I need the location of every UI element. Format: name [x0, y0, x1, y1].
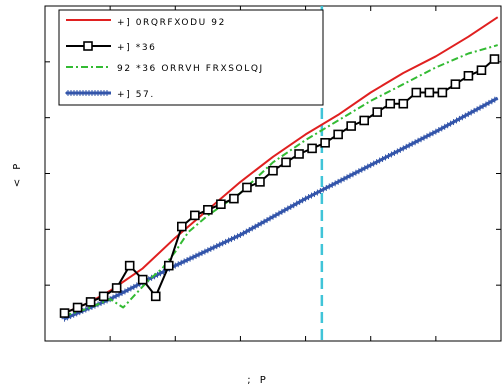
series-2-point — [463, 70, 474, 81]
series-layer — [59, 16, 500, 322]
series-4-point — [225, 237, 232, 244]
series-4-point — [491, 96, 498, 103]
series-2-line — [64, 58, 496, 315]
series-2-point — [385, 98, 396, 109]
series-2-point — [177, 221, 187, 232]
series-4-point — [207, 245, 214, 252]
series-4-point — [181, 258, 188, 265]
series-2-point — [346, 121, 356, 131]
series-4-point — [193, 252, 200, 259]
series-4-point — [228, 236, 235, 243]
legend-label-series-2: +] *36 — [117, 43, 156, 53]
series-2 — [59, 54, 500, 318]
legend-label-series-1: +] 0RQRFXODU 92 — [117, 18, 226, 28]
series-2-point — [437, 87, 448, 98]
series-4-point — [178, 259, 185, 266]
series-4-point — [175, 261, 182, 268]
series-2-point — [255, 177, 265, 187]
legend-box — [58, 9, 324, 106]
series-4-point — [195, 251, 202, 258]
series-2-point — [476, 65, 487, 76]
legend: +] 0RQRFXODU 92 +] *36 92 *36 ORRVH FRXS… — [58, 9, 324, 106]
series-2-point — [320, 137, 330, 148]
series-4-point — [222, 238, 229, 245]
series-2-point — [111, 283, 122, 293]
legend-label-series-4: +] 57. — [117, 90, 155, 100]
series-2-point — [281, 157, 291, 168]
series-4-point — [216, 241, 223, 248]
series-2-point — [124, 260, 135, 271]
series-4-point — [190, 254, 197, 261]
series-2-point — [307, 143, 317, 154]
series-4-point — [70, 311, 77, 318]
legend-label-series-3: 92 *36 ORRVH FRXSOLQJ — [117, 64, 264, 74]
y-axis-label: < P — [12, 161, 23, 188]
series-4-point — [204, 247, 211, 254]
series-2-point — [59, 308, 70, 318]
legend-marker-series-2 — [83, 41, 93, 51]
series-4-point — [198, 250, 205, 257]
series-2-point — [294, 149, 304, 159]
series-2-point — [190, 210, 200, 221]
series-2-point — [333, 129, 343, 140]
series-3-line — [64, 44, 498, 317]
x-axis-label: ; P — [247, 375, 269, 386]
series-4-point — [210, 244, 217, 251]
series-2-point — [98, 291, 109, 302]
series-2-point — [137, 274, 148, 285]
series-2-point — [216, 199, 226, 210]
series-4-point — [231, 234, 238, 241]
series-2-point — [268, 165, 278, 176]
series-2-point — [242, 182, 252, 193]
series-2-point — [372, 107, 383, 117]
series-2-point — [489, 54, 500, 64]
series-2-point — [72, 302, 83, 313]
series-4-point — [187, 255, 194, 262]
series-2-point — [359, 115, 370, 126]
series-2-point — [150, 291, 161, 302]
legend-marker-series-4 — [104, 90, 110, 96]
series-2-point — [411, 87, 422, 98]
series-2-point — [163, 260, 174, 271]
series-2-point — [229, 193, 239, 204]
series-4-point — [184, 257, 191, 264]
series-2-point — [450, 79, 461, 89]
series-2-point — [398, 98, 409, 109]
series-2-point — [424, 87, 435, 98]
series-4-point — [234, 233, 241, 240]
series-2-point — [203, 204, 213, 215]
series-4-point — [201, 248, 208, 255]
series-2-point — [85, 297, 96, 307]
legend-samples — [65, 19, 111, 96]
series-4-point — [219, 240, 226, 247]
series-4-point — [213, 243, 220, 250]
axis-ticks — [45, 6, 501, 341]
series-4 — [61, 96, 499, 322]
series-3 — [64, 44, 498, 317]
